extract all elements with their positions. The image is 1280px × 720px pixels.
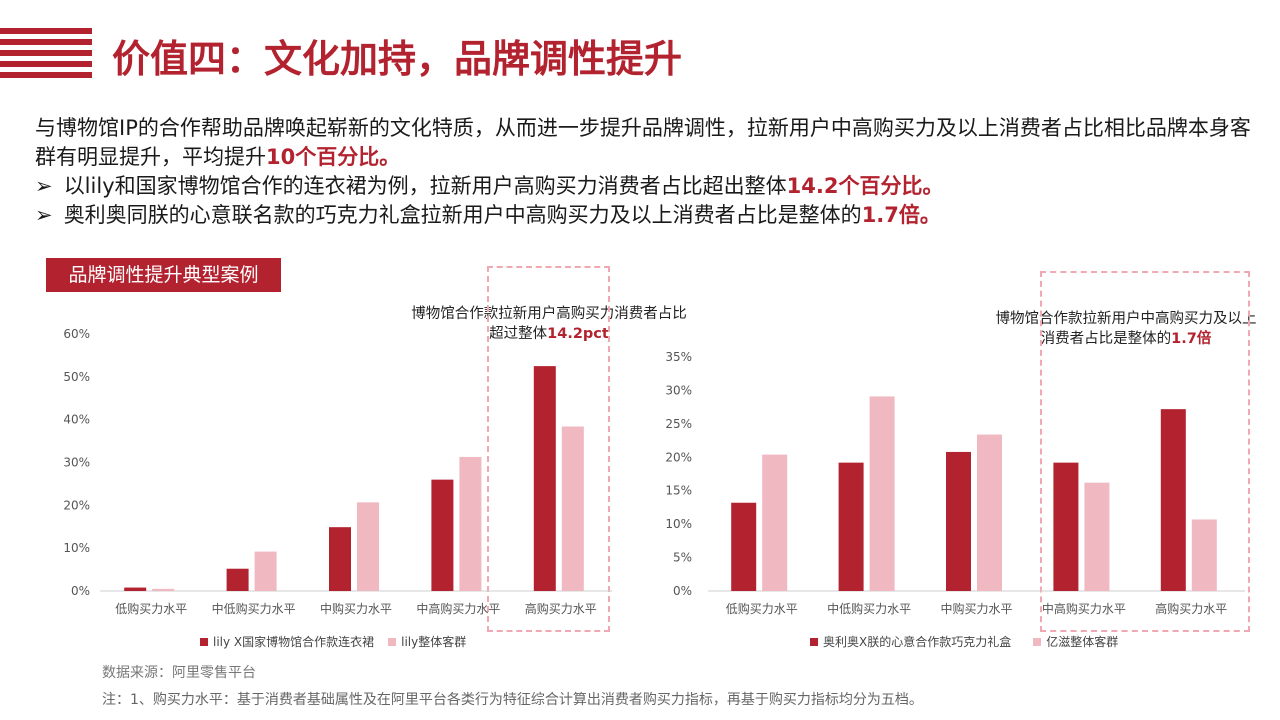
- intro-line: 与博物馆IP的合作帮助品牌唤起崭新的文化特质，从而进一步提升品牌调性，拉新用户中…: [35, 114, 1265, 172]
- bar-overall: [977, 434, 1002, 591]
- bar-collab: [1053, 462, 1079, 591]
- intro-text: 与博物馆IP的合作帮助品牌唤起崭新的文化特质，从而进一步提升品牌调性，拉新用户中…: [35, 116, 1251, 169]
- intro-paragraph: 与博物馆IP的合作帮助品牌唤起崭新的文化特质，从而进一步提升品牌调性，拉新用户中…: [35, 114, 1265, 230]
- bar-overall: [1191, 519, 1217, 591]
- page-title: 价值四：文化加持，品牌调性提升: [112, 37, 683, 81]
- legend-swatch-dark: [810, 637, 818, 646]
- bar-collab: [533, 366, 556, 591]
- x-tick-label: 高购买力水平: [1155, 601, 1227, 616]
- x-tick-label: 中购买力水平: [940, 601, 1012, 616]
- y-tick-label: 10%: [63, 541, 90, 555]
- y-tick-label: 10%: [665, 517, 692, 531]
- highlight-box-right: [1040, 271, 1250, 632]
- annotation-left-text: 超过整体: [489, 326, 548, 342]
- annotation-left-line2: 超过整体14.2pct: [394, 324, 704, 344]
- bullet-lily-highlight: 14.2个百分比。: [786, 174, 944, 198]
- bar-collab: [946, 451, 971, 591]
- annotation-left-highlight: 14.2pct: [547, 326, 609, 342]
- y-tick-label: 5%: [673, 551, 692, 565]
- y-tick-label: 30%: [665, 383, 692, 397]
- arrow-bullet-icon: ➢: [35, 174, 53, 198]
- bar-overall: [762, 454, 788, 591]
- bullet-lily-text: 以lily和国家博物馆合作的连衣裙为例，拉新用户高购买力消费者占比超出整体: [63, 174, 787, 198]
- x-tick-label: 中购买力水平: [320, 601, 392, 616]
- annotation-right-highlight: 1.7倍: [1171, 331, 1212, 347]
- y-tick-label: 0%: [673, 584, 692, 598]
- bar-collab: [1160, 409, 1186, 591]
- annotation-right-line1: 博物馆合作款拉新用户中高购买力及以上: [995, 311, 1257, 327]
- x-tick-label: 高购买力水平: [525, 601, 597, 616]
- x-tick-label: 低购买力水平: [115, 601, 187, 616]
- bullet-oreo-highlight: 1.7倍。: [861, 203, 941, 227]
- bar-collab: [226, 568, 249, 591]
- x-tick-label: 中低购买力水平: [827, 601, 911, 616]
- legend-label: 亿滋整体客群: [1046, 635, 1119, 649]
- legend-swatch-light: [388, 637, 397, 646]
- bar-overall: [459, 456, 482, 591]
- bar-collab: [431, 479, 454, 591]
- annotation-right-line2: 消费者占比是整体的1.7倍: [980, 329, 1272, 349]
- annotation-left-line1: 博物馆合作款拉新用户高购买力消费者占比: [411, 306, 687, 322]
- highlight-box-left: [487, 266, 610, 632]
- bar-overall: [357, 502, 379, 591]
- y-tick-label: 50%: [63, 370, 90, 384]
- annotation-left: 博物馆合作款拉新用户高购买力消费者占比 超过整体14.2pct: [394, 304, 704, 344]
- bullet-oreo-text: 奥利奥同朕的心意联名款的巧克力礼盒拉新用户中高购买力及以上消费者占比是整体的: [63, 203, 862, 227]
- bar-collab: [124, 587, 147, 591]
- legend-label: lily X国家博物馆合作款连衣裙: [213, 635, 375, 649]
- bar-overall: [254, 551, 277, 591]
- y-tick-label: 25%: [665, 417, 692, 431]
- legend-oreo: 奥利奥X朕的心意合作款巧克力礼盒 亿滋整体客群: [810, 633, 1132, 650]
- chart-lily: 0% 10% 20% 30% 40% 50% 60% 低购买力水平 中低购买力水平 中购买力水平 中…: [63, 327, 612, 616]
- y-tick-label: 15%: [665, 484, 692, 498]
- chart-oreo: 0% 5% 10% 15% 20% 25% 30% 35% 低购买力水平 中低购买力水平 中购买力水…: [665, 350, 1245, 616]
- arrow-bullet-icon: ➢: [35, 203, 53, 227]
- legend-lily: lily X国家博物馆合作款连衣裙 lily整体客群: [200, 633, 480, 650]
- y-tick-label: 0%: [71, 584, 90, 598]
- y-tick-label: 20%: [665, 450, 692, 464]
- bar-collab: [329, 527, 351, 591]
- y-tick-label: 20%: [63, 498, 90, 512]
- intro-highlight: 10个百分比。: [266, 145, 401, 169]
- legend-swatch-dark: [200, 637, 208, 646]
- legend-item-lily-all: lily整体客群: [388, 633, 466, 650]
- bullet-lily: ➢ 以lily和国家博物馆合作的连衣裙为例，拉新用户高购买力消费者占比超出整体1…: [35, 172, 1265, 201]
- legend-item-oreo-collab: 奥利奥X朕的心意合作款巧克力礼盒: [810, 633, 1011, 650]
- x-tick-label: 中低购买力水平: [212, 601, 296, 616]
- legend-label: 奥利奥X朕的心意合作款巧克力礼盒: [823, 635, 1012, 649]
- section-tag: 品牌调性提升典型案例: [46, 258, 281, 292]
- bar-overall: [561, 426, 584, 591]
- y-tick-label: 35%: [665, 350, 692, 364]
- y-tick-label: 40%: [63, 413, 90, 427]
- footnote: 注：1、购买力水平：基于消费者基础属性及在阿里平台各类行为特征综合计算出消费者购…: [102, 692, 923, 708]
- annotation-right-text: 消费者占比是整体的: [1040, 331, 1172, 347]
- bar-overall: [1084, 482, 1110, 591]
- y-tick-label: 60%: [63, 327, 90, 341]
- legend-item-lily-collab: lily X国家博物馆合作款连衣裙: [200, 633, 374, 650]
- x-tick-label: 中高购买力水平: [416, 601, 500, 616]
- x-tick-label: 低购买力水平: [726, 601, 798, 616]
- legend-item-mondelez-all: 亿滋整体客群: [1033, 633, 1118, 650]
- legend-swatch-light: [1033, 637, 1042, 646]
- bullet-oreo: ➢ 奥利奥同朕的心意联名款的巧克力礼盒拉新用户中高购买力及以上消费者占比是整体的…: [35, 201, 1265, 230]
- header-stripes-decoration: [0, 28, 92, 80]
- y-tick-label: 30%: [63, 456, 90, 470]
- x-tick-label: 中高购买力水平: [1042, 601, 1126, 616]
- source-note: 数据来源：阿里零售平台: [102, 665, 256, 681]
- bar-overall: [869, 396, 895, 591]
- bar-collab: [731, 502, 757, 591]
- bar-collab: [838, 462, 864, 591]
- annotation-right: 博物馆合作款拉新用户中高购买力及以上 消费者占比是整体的1.7倍: [980, 309, 1272, 349]
- legend-label: lily整体客群: [401, 635, 467, 649]
- bar-overall: [152, 588, 175, 591]
